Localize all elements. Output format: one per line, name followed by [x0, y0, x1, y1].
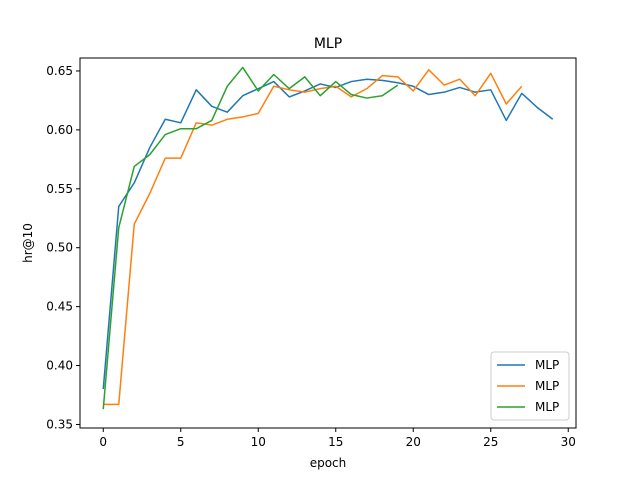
x-axis-label: epoch	[310, 456, 347, 470]
legend-label-3: MLP	[535, 400, 559, 414]
y-tick-label: 0.65	[46, 64, 73, 78]
legend: MLP MLP MLP	[490, 351, 570, 421]
y-axis-label: hr@10	[21, 223, 35, 263]
y-axis-ticks: 0.35 0.40 0.45 0.50 0.55 0.60 0.65	[46, 64, 80, 431]
x-tick-label: 20	[406, 435, 421, 449]
y-tick-label: 0.45	[46, 300, 73, 314]
chart-title: MLP	[314, 36, 342, 52]
y-tick-label: 0.55	[46, 182, 73, 196]
x-tick-label: 5	[177, 435, 185, 449]
legend-label-1: MLP	[535, 358, 559, 372]
y-tick-label: 0.40	[46, 359, 73, 373]
legend-label-2: MLP	[535, 379, 559, 393]
series-line-3	[102, 66, 399, 410]
legend-box	[490, 351, 570, 421]
series-layer	[102, 66, 554, 410]
y-tick-label: 0.35	[46, 417, 73, 431]
x-tick-label: 30	[561, 435, 576, 449]
y-tick-label: 0.60	[46, 123, 73, 137]
plot-frame	[79, 57, 577, 429]
y-tick-label: 0.50	[46, 241, 73, 255]
series-line-2	[103, 69, 523, 406]
x-tick-label: 10	[251, 435, 266, 449]
x-tick-label: 0	[99, 435, 107, 449]
x-tick-label: 25	[483, 435, 498, 449]
x-tick-label: 15	[328, 435, 343, 449]
x-axis-ticks: 0 5 10 15 20 25 30	[99, 428, 576, 449]
